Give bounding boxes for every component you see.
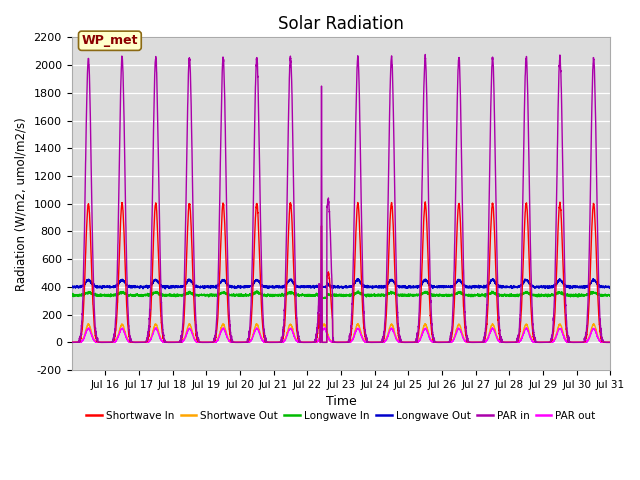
Text: WP_met: WP_met [82,34,138,47]
Title: Solar Radiation: Solar Radiation [278,15,404,33]
X-axis label: Time: Time [326,396,356,408]
Legend: Shortwave In, Shortwave Out, Longwave In, Longwave Out, PAR in, PAR out: Shortwave In, Shortwave Out, Longwave In… [82,407,600,425]
Y-axis label: Radiation (W/m2, umol/m2/s): Radiation (W/m2, umol/m2/s) [15,117,28,290]
